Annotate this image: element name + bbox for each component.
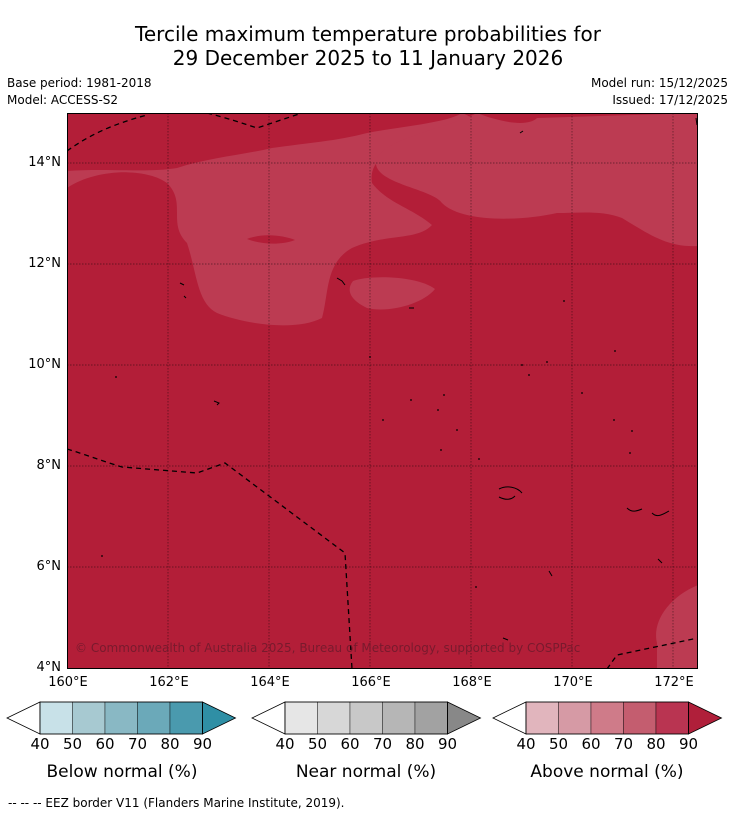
above-colorbar-tick: 40 — [516, 735, 536, 753]
above-normal-80-patch — [247, 235, 295, 244]
below-colorbar-bin — [169, 701, 203, 735]
near-colorbar-bin — [382, 701, 416, 735]
above-colorbar-under-arrow — [492, 701, 527, 735]
near-colorbar-tick: 40 — [275, 735, 295, 753]
map-title-line-2: 29 December 2025 to 11 January 2026 — [172, 46, 564, 70]
model-name: Model: ACCESS-S2 — [7, 93, 119, 107]
near-colorbar-tick: 80 — [405, 735, 425, 753]
below-colorbar-tick: 90 — [192, 735, 213, 753]
near-colorbar-tick: 70 — [372, 735, 393, 753]
above-colorbar-tick: 80 — [646, 735, 666, 753]
lon-label-160e: 160°E — [48, 675, 88, 690]
small-islets — [101, 300, 633, 588]
above-colorbar-bin — [623, 701, 657, 735]
above-normal-80-island — [67, 113, 462, 171]
near-colorbar-tick: 50 — [307, 735, 328, 753]
near-colorbar-bin — [349, 701, 383, 735]
above-normal-70-southeast — [656, 585, 698, 669]
near-colorbar-over-arrow — [447, 701, 482, 735]
lat-label-8n: 8°N — [36, 458, 62, 473]
below-colorbar-bin — [72, 701, 106, 735]
lat-label-12n: 12°N — [28, 256, 61, 271]
lon-label-162e: 162°E — [149, 675, 189, 690]
below-colorbar-over-arrow — [202, 701, 237, 735]
lon-label-170e: 170°E — [553, 675, 593, 690]
above-colorbar-over-arrow — [688, 701, 723, 735]
near-normal-label: Near normal (%) — [295, 762, 437, 782]
lon-label-168e: 168°E — [452, 675, 492, 690]
lon-label-172e: 172°E — [654, 675, 694, 690]
near-colorbar-tick: 90 — [437, 735, 458, 753]
lat-label-10n: 10°N — [28, 357, 61, 372]
eez-border — [67, 113, 698, 669]
map-panel — [67, 113, 698, 669]
near-colorbar-tick: 60 — [340, 735, 360, 753]
graticule — [67, 113, 698, 669]
below-colorbar-tick: 70 — [127, 735, 148, 753]
near-colorbar-bin — [284, 701, 318, 735]
above-colorbar-outline — [525, 701, 689, 735]
lon-label-166e: 166°E — [351, 675, 391, 690]
below-colorbar-tick: 60 — [95, 735, 115, 753]
above-colorbar-bin — [558, 701, 592, 735]
above-colorbar-tick: 50 — [548, 735, 569, 753]
lat-label-14n: 14°N — [28, 155, 61, 170]
above-normal-70-region-east — [375, 113, 698, 247]
near-colorbar-bin — [414, 701, 448, 735]
below-colorbar-tick: 80 — [160, 735, 180, 753]
below-colorbar-under-arrow — [6, 701, 41, 735]
above-colorbar-tick: 60 — [581, 735, 601, 753]
lon-label-164e: 164°E — [250, 675, 290, 690]
below-colorbar-bin — [39, 701, 73, 735]
copyright-notice: © Commonwealth of Australia 2025, Bureau… — [75, 641, 581, 655]
islands — [179, 117, 698, 641]
map-title-line-1: Tercile maximum temperature probabilitie… — [135, 22, 601, 46]
base-period: Base period: 1981-2018 — [7, 76, 152, 90]
eez-legend: -- -- -- EEZ border V11 (Flanders Marine… — [8, 796, 345, 810]
issued-date: Issued: 17/12/2025 — [612, 93, 728, 107]
above-normal-70-patch — [349, 277, 435, 310]
above-colorbar-bin — [590, 701, 624, 735]
lat-label-6n: 6°N — [36, 559, 62, 574]
near-colorbar-bin — [317, 701, 351, 735]
above-colorbar-tick: 90 — [678, 735, 699, 753]
above-colorbar-bin — [655, 701, 689, 735]
below-colorbar-bin — [137, 701, 171, 735]
below-colorbar-bin — [104, 701, 138, 735]
near-colorbar-outline — [284, 701, 448, 735]
below-colorbar-outline — [39, 701, 203, 735]
colorbars — [6, 701, 723, 735]
above-colorbar-bin — [525, 701, 559, 735]
above-colorbar-tick: 70 — [613, 735, 634, 753]
above-normal-label: Above normal (%) — [530, 762, 684, 782]
near-colorbar-under-arrow — [251, 701, 286, 735]
model-run: Model run: 15/12/2025 — [590, 76, 728, 90]
below-normal-label: Below normal (%) — [46, 762, 198, 782]
below-colorbar-tick: 40 — [30, 735, 50, 753]
below-colorbar-tick: 50 — [62, 735, 83, 753]
lat-label-4n: 4°N — [36, 660, 62, 675]
